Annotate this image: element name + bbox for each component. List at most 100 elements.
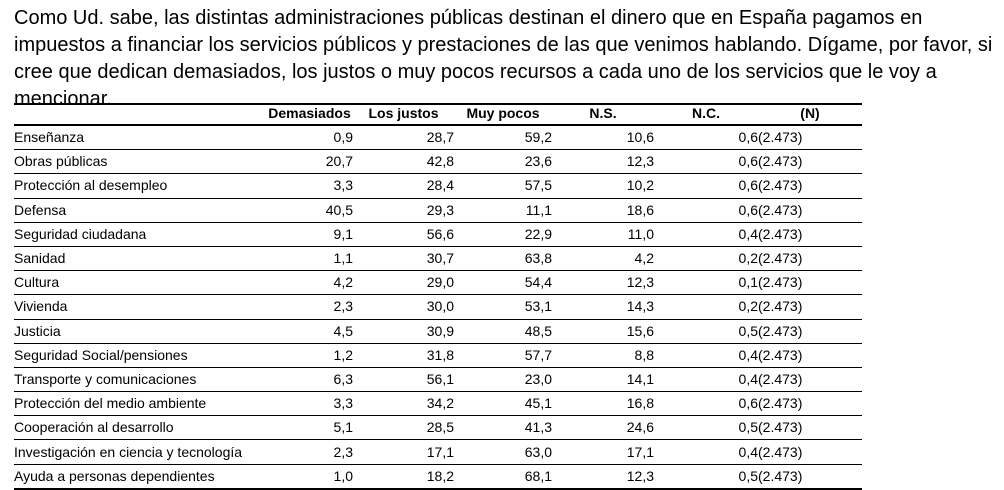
row-label: Protección al desempleo [14, 173, 266, 199]
cell-ns: 14,3 [552, 294, 654, 320]
cell-ns: 12,3 [552, 464, 654, 490]
row-label: Transporte y comunicaciones [14, 367, 266, 393]
table-row: Cooperación al desarrollo 5,1 28,5 41,3 24,6… [14, 415, 862, 441]
cell-demasiados: 2,3 [266, 439, 353, 465]
table-row: Protección del medio ambiente 3,3 34,2 45,1… [14, 391, 862, 417]
cell-demasiados: 9,1 [266, 222, 353, 247]
header-label [14, 103, 266, 126]
cell-n: (2.473) [758, 391, 862, 417]
cell-muy-pocos: 63,0 [454, 439, 552, 465]
row-label: Investigación en ciencia y tecnología [14, 439, 266, 465]
table-row: Sanidad 1,1 30,7 63,8 4,2 0,2 (2.473) [14, 246, 862, 272]
row-label: Vivienda [14, 294, 266, 320]
cell-nc: 0,2 [654, 246, 758, 272]
cell-nc: 0,6 [654, 391, 758, 417]
row-label: Ayuda a personas dependientes [14, 464, 266, 490]
cell-nc: 0,4 [654, 367, 758, 393]
cell-muy-pocos: 57,5 [454, 173, 552, 199]
cell-muy-pocos: 63,8 [454, 246, 552, 272]
cell-ns: 12,3 [552, 149, 654, 175]
table-row: Transporte y comunicaciones 6,3 56,1 23,0 14… [14, 367, 862, 393]
cell-muy-pocos: 53,1 [454, 294, 552, 320]
row-label: Protección del medio ambiente [14, 391, 266, 417]
cell-muy-pocos: 41,3 [454, 415, 552, 441]
table-row: Cultura 4,2 29,0 54,4 12,3 0,1 (2.473) [14, 270, 862, 296]
cell-nc: 0,4 [654, 343, 758, 368]
table-row: Ayuda a personas dependientes 1,0 18,2 68,1… [14, 464, 862, 490]
cell-los-justos: 28,5 [353, 415, 454, 441]
cell-n: (2.473) [758, 173, 862, 199]
header-muy-pocos: Muy pocos [454, 103, 552, 126]
table-row: Seguridad Social/pensiones 1,2 31,8 57,7 8,8… [14, 343, 862, 368]
row-label: Obras públicas [14, 149, 266, 175]
results-table: Demasiados Los justos Muy pocos N.S. N.C… [14, 103, 862, 490]
header-ns: N.S. [552, 103, 654, 126]
cell-nc: 0,5 [654, 415, 758, 441]
table-row: Obras públicas 20,7 42,8 23,6 12,3 0,6 (2.473) [14, 149, 862, 175]
cell-n: (2.473) [758, 198, 862, 223]
table-row: Vivienda 2,3 30,0 53,1 14,3 0,2 (2.473) [14, 294, 862, 320]
cell-los-justos: 34,2 [353, 391, 454, 417]
table-row: Justicia 4,5 30,9 48,5 15,6 0,5 (2.473) [14, 319, 862, 344]
cell-n: (2.473) [758, 464, 862, 490]
cell-los-justos: 29,0 [353, 270, 454, 296]
cell-ns: 11,0 [552, 222, 654, 247]
cell-los-justos: 56,6 [353, 222, 454, 247]
cell-ns: 14,1 [552, 367, 654, 393]
cell-n: (2.473) [758, 319, 862, 344]
cell-ns: 10,6 [552, 125, 654, 151]
cell-demasiados: 0,9 [266, 125, 353, 151]
cell-los-justos: 29,3 [353, 198, 454, 223]
cell-muy-pocos: 22,9 [454, 222, 552, 247]
cell-los-justos: 30,0 [353, 294, 454, 320]
cell-los-justos: 56,1 [353, 367, 454, 393]
cell-los-justos: 42,8 [353, 149, 454, 175]
cell-n: (2.473) [758, 222, 862, 247]
cell-n: (2.473) [758, 367, 862, 393]
cell-n: (2.473) [758, 246, 862, 272]
cell-ns: 10,2 [552, 173, 654, 199]
question-text: Como Ud. sabe, las distintas administrac… [14, 7, 993, 110]
cell-ns: 24,6 [552, 415, 654, 441]
cell-n: (2.473) [758, 294, 862, 320]
row-label: Seguridad ciudadana [14, 222, 266, 247]
cell-muy-pocos: 45,1 [454, 391, 552, 417]
cell-nc: 0,5 [654, 464, 758, 490]
cell-demasiados: 4,5 [266, 319, 353, 344]
cell-muy-pocos: 57,7 [454, 343, 552, 368]
table-row: Investigación en ciencia y tecnología 2,3… [14, 439, 862, 465]
cell-nc: 0,6 [654, 173, 758, 199]
cell-los-justos: 17,1 [353, 439, 454, 465]
cell-n: (2.473) [758, 270, 862, 296]
row-label: Defensa [14, 198, 266, 223]
row-label: Cultura [14, 270, 266, 296]
row-label: Justicia [14, 319, 266, 344]
cell-muy-pocos: 59,2 [454, 125, 552, 151]
table-header-row: Demasiados Los justos Muy pocos N.S. N.C… [14, 103, 862, 126]
cell-ns: 16,8 [552, 391, 654, 417]
row-label: Cooperación al desarrollo [14, 415, 266, 441]
row-label: Enseñanza [14, 125, 266, 151]
cell-demasiados: 1,2 [266, 343, 353, 368]
cell-ns: 8,8 [552, 343, 654, 368]
cell-nc: 0,2 [654, 294, 758, 320]
table-row: Defensa 40,5 29,3 11,1 18,6 0,6 (2.473) [14, 198, 862, 223]
cell-demasiados: 40,5 [266, 198, 353, 223]
row-label: Sanidad [14, 246, 266, 272]
table-row: Seguridad ciudadana 9,1 56,6 22,9 11,0 0,4 (2.… [14, 222, 862, 247]
cell-los-justos: 28,4 [353, 173, 454, 199]
cell-nc: 0,4 [654, 439, 758, 465]
cell-n: (2.473) [758, 343, 862, 368]
row-label: Seguridad Social/pensiones [14, 343, 266, 368]
cell-los-justos: 31,8 [353, 343, 454, 368]
cell-los-justos: 30,9 [353, 319, 454, 344]
cell-muy-pocos: 54,4 [454, 270, 552, 296]
cell-nc: 0,6 [654, 198, 758, 223]
cell-nc: 0,5 [654, 319, 758, 344]
cell-nc: 0,6 [654, 149, 758, 175]
cell-nc: 0,1 [654, 270, 758, 296]
cell-demasiados: 5,1 [266, 415, 353, 441]
cell-ns: 18,6 [552, 198, 654, 223]
cell-demasiados: 4,2 [266, 270, 353, 296]
cell-demasiados: 20,7 [266, 149, 353, 175]
